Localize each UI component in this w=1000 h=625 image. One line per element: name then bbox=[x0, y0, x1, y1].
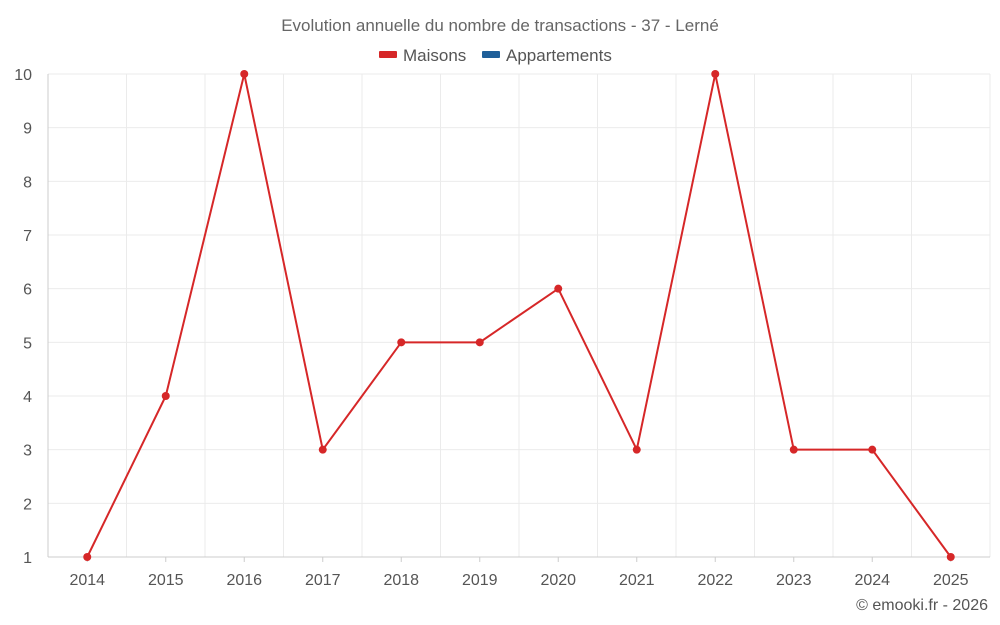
y-tick-label: 3 bbox=[23, 443, 32, 460]
legend-label-appartements[interactable]: Appartements bbox=[506, 46, 612, 65]
x-tick-label: 2025 bbox=[933, 572, 969, 589]
legend-swatch-maisons[interactable] bbox=[379, 51, 397, 58]
y-tick-label: 2 bbox=[23, 496, 32, 513]
data-point-maisons[interactable] bbox=[318, 445, 327, 454]
y-tick-label: 8 bbox=[23, 174, 32, 191]
data-point-maisons[interactable] bbox=[868, 445, 877, 454]
y-tick-label: 6 bbox=[23, 282, 32, 299]
series-line-maisons bbox=[86, 73, 952, 558]
y-tick-label: 10 bbox=[14, 67, 32, 84]
legend-swatch-appartements[interactable] bbox=[482, 51, 500, 58]
x-tick-label: 2024 bbox=[854, 572, 890, 589]
y-tick-label: 1 bbox=[23, 550, 32, 567]
x-tick-label: 2017 bbox=[305, 572, 341, 589]
x-tick-label: 2018 bbox=[383, 572, 419, 589]
legend: Maisons Appartements bbox=[379, 46, 612, 65]
series bbox=[83, 70, 955, 561]
y-tick-label: 7 bbox=[23, 228, 32, 245]
data-point-maisons[interactable] bbox=[397, 338, 406, 347]
x-tick-label: 2021 bbox=[619, 572, 655, 589]
y-tick-label: 4 bbox=[23, 389, 32, 406]
x-tick-label: 2014 bbox=[69, 572, 105, 589]
y-tick-label: 9 bbox=[23, 121, 32, 138]
data-point-maisons[interactable] bbox=[632, 445, 641, 454]
data-point-maisons[interactable] bbox=[554, 284, 563, 293]
data-point-maisons[interactable] bbox=[711, 70, 720, 78]
data-point-maisons[interactable] bbox=[83, 553, 92, 561]
y-axis-ticks: 1 2 3 4 5 6 7 8 9 10 bbox=[14, 67, 32, 567]
x-tick-label: 2015 bbox=[148, 572, 184, 589]
credit: © emooki.fr - 2026 bbox=[856, 597, 988, 614]
data-point-maisons[interactable] bbox=[475, 338, 484, 347]
data-point-maisons[interactable] bbox=[240, 70, 249, 78]
chart-title: Evolution annuelle du nombre de transact… bbox=[281, 16, 719, 35]
x-tick-label: 2016 bbox=[226, 572, 262, 589]
x-tick-label: 2022 bbox=[697, 572, 733, 589]
x-tick-label: 2023 bbox=[776, 572, 812, 589]
data-point-maisons[interactable] bbox=[946, 553, 955, 561]
data-point-maisons[interactable] bbox=[161, 392, 170, 400]
x-tick-label: 2020 bbox=[540, 572, 576, 589]
x-axis-ticks: 2014 2015 2016 2017 2018 2019 2020 2021 2022 2023… bbox=[69, 572, 968, 589]
x-tick-label: 2019 bbox=[462, 572, 498, 589]
data-point-maisons[interactable] bbox=[789, 445, 798, 454]
legend-label-maisons[interactable]: Maisons bbox=[403, 46, 466, 65]
y-tick-label: 5 bbox=[23, 335, 32, 352]
